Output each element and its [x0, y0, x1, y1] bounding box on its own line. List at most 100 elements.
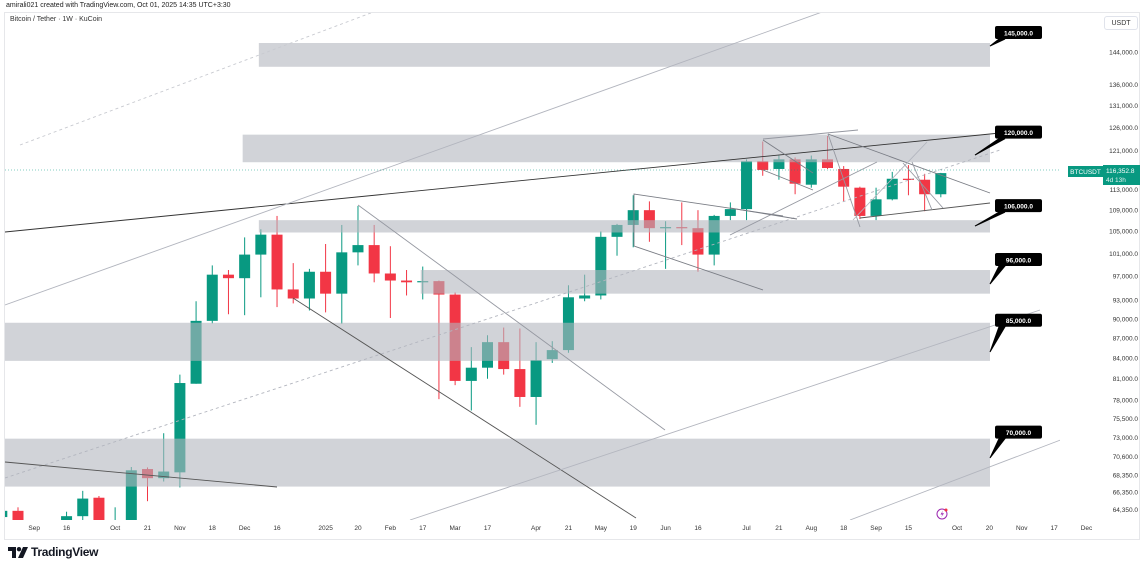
candle[interactable] — [255, 229, 267, 298]
candle[interactable] — [206, 265, 218, 324]
price-callout[interactable]: 85,000.0 — [989, 313, 1042, 353]
currency-selector[interactable]: USDT — [1104, 16, 1138, 30]
candle-body — [579, 295, 591, 299]
trendline-lower-left[interactable] — [5, 461, 278, 488]
candle-body — [255, 234, 267, 255]
support-resistance-zone[interactable] — [420, 270, 990, 294]
candle-body — [61, 516, 73, 520]
candle-body — [902, 178, 914, 180]
triangle-diag-5[interactable] — [902, 162, 944, 209]
candle[interactable] — [935, 172, 947, 198]
triangle-diag-2[interactable] — [827, 133, 991, 194]
candle[interactable] — [320, 243, 332, 313]
triangle-diag-1[interactable] — [762, 139, 814, 174]
price-callout[interactable]: 145,000.0 — [989, 25, 1042, 47]
price-callout[interactable]: 70,000.0 — [989, 425, 1042, 459]
candle[interactable] — [789, 157, 801, 195]
candle[interactable] — [93, 495, 105, 535]
candle-body — [627, 210, 639, 225]
candle[interactable] — [368, 224, 380, 283]
time-axis[interactable]: Sep 16 Oct 21 Nov 18 Dec 16 2025 20 Feb 17 Mar 17 Apr 2… — [28, 525, 1093, 532]
candle[interactable] — [384, 246, 396, 319]
candle[interactable] — [741, 159, 753, 221]
x-tick-label: Oct — [110, 525, 120, 532]
x-tick-label: 17 — [1051, 525, 1059, 532]
triangle-diag-4[interactable] — [762, 169, 814, 191]
triangle-diag-6[interactable] — [911, 161, 933, 211]
candle-body — [320, 271, 332, 294]
support-resistance-zone[interactable] — [5, 438, 990, 487]
trendline-rising-lower-2[interactable] — [849, 425, 1100, 520]
candle[interactable] — [0, 509, 8, 523]
candle-body — [643, 210, 655, 229]
trendline-long-black[interactable] — [5, 131, 1011, 233]
flag-pattern-june[interactable] — [633, 193, 784, 291]
y-tick-label: 66,350.0 — [1113, 489, 1139, 496]
candle[interactable] — [77, 490, 89, 522]
tradingview-brand: TradingView — [8, 545, 98, 559]
candle-body — [854, 187, 866, 216]
candle[interactable] — [352, 206, 364, 266]
triangle-top[interactable] — [762, 129, 859, 140]
y-tick-label: 109,000.0 — [1109, 207, 1138, 214]
candle-body — [352, 245, 364, 253]
lightning-event-icon[interactable] — [936, 508, 948, 520]
x-tick-label: 20 — [354, 525, 362, 532]
candle-body — [595, 236, 607, 296]
candle-body — [239, 254, 251, 279]
callout-label: 70,000.0 — [1006, 430, 1032, 437]
y-tick-label: 101,000.0 — [1109, 251, 1138, 258]
candle[interactable] — [45, 523, 56, 546]
candle[interactable] — [886, 171, 898, 201]
candle-body — [821, 159, 833, 169]
candle-body — [886, 178, 898, 200]
candle[interactable] — [336, 224, 348, 324]
x-tick-label: 18 — [209, 525, 217, 532]
event-marker[interactable] — [936, 508, 948, 520]
x-tick-label: Aug — [806, 525, 818, 532]
trendline-dashed-top[interactable] — [19, 2, 400, 146]
trendline-dashed-mid[interactable] — [5, 149, 1001, 479]
price-callout[interactable]: 106,000.0 — [974, 199, 1042, 227]
trendline-upper-channel[interactable] — [5, 2, 850, 306]
candle[interactable] — [239, 237, 251, 316]
candle[interactable] — [303, 268, 315, 311]
support-resistance-zone[interactable] — [5, 322, 990, 361]
trendline-rising-lower-1[interactable] — [409, 309, 1041, 520]
trendline-descending-black[interactable] — [292, 297, 637, 519]
candle[interactable] — [61, 511, 73, 536]
x-tick-label: Sep — [28, 525, 40, 532]
price-callout[interactable]: 96,000.0 — [989, 253, 1042, 285]
support-resistance-zone[interactable] — [258, 220, 991, 233]
triangle-rise-2[interactable] — [852, 141, 928, 221]
y-tick-label: 73,000.0 — [1113, 435, 1139, 442]
price-axis[interactable]: 144,000.0 136,000.0 131,000.0 126,000.0 121,… — [1109, 49, 1138, 514]
candle[interactable] — [222, 270, 234, 315]
x-tick-label: 16 — [694, 525, 702, 532]
candle[interactable] — [724, 202, 736, 221]
x-tick-label: 16 — [63, 525, 71, 532]
trendline-descending-gray[interactable] — [357, 204, 666, 431]
y-tick-label: 90,000.0 — [1113, 316, 1139, 323]
triangle-rise-1[interactable] — [729, 161, 878, 236]
candle[interactable] — [838, 166, 850, 202]
candle[interactable] — [287, 263, 299, 304]
x-tick-label: 17 — [419, 525, 427, 532]
candle-body — [708, 215, 720, 255]
triangle-base-left[interactable] — [729, 207, 798, 220]
candle[interactable] — [692, 210, 704, 272]
candle[interactable] — [12, 507, 24, 530]
triangle-diag-3[interactable] — [827, 133, 861, 228]
candle[interactable] — [854, 186, 866, 220]
candle[interactable] — [110, 507, 121, 541]
candle[interactable] — [401, 270, 413, 296]
triangle-bottom[interactable] — [859, 202, 991, 219]
trendlines-layer — [5, 2, 1100, 520]
candle-body — [789, 159, 801, 184]
candle[interactable] — [870, 187, 882, 221]
support-resistance-zone[interactable] — [258, 42, 991, 67]
support-resistance-zone[interactable] — [242, 134, 990, 163]
y-tick-label: 70,600.0 — [1113, 454, 1139, 461]
price-callout[interactable]: 120,000.0 — [974, 125, 1042, 156]
